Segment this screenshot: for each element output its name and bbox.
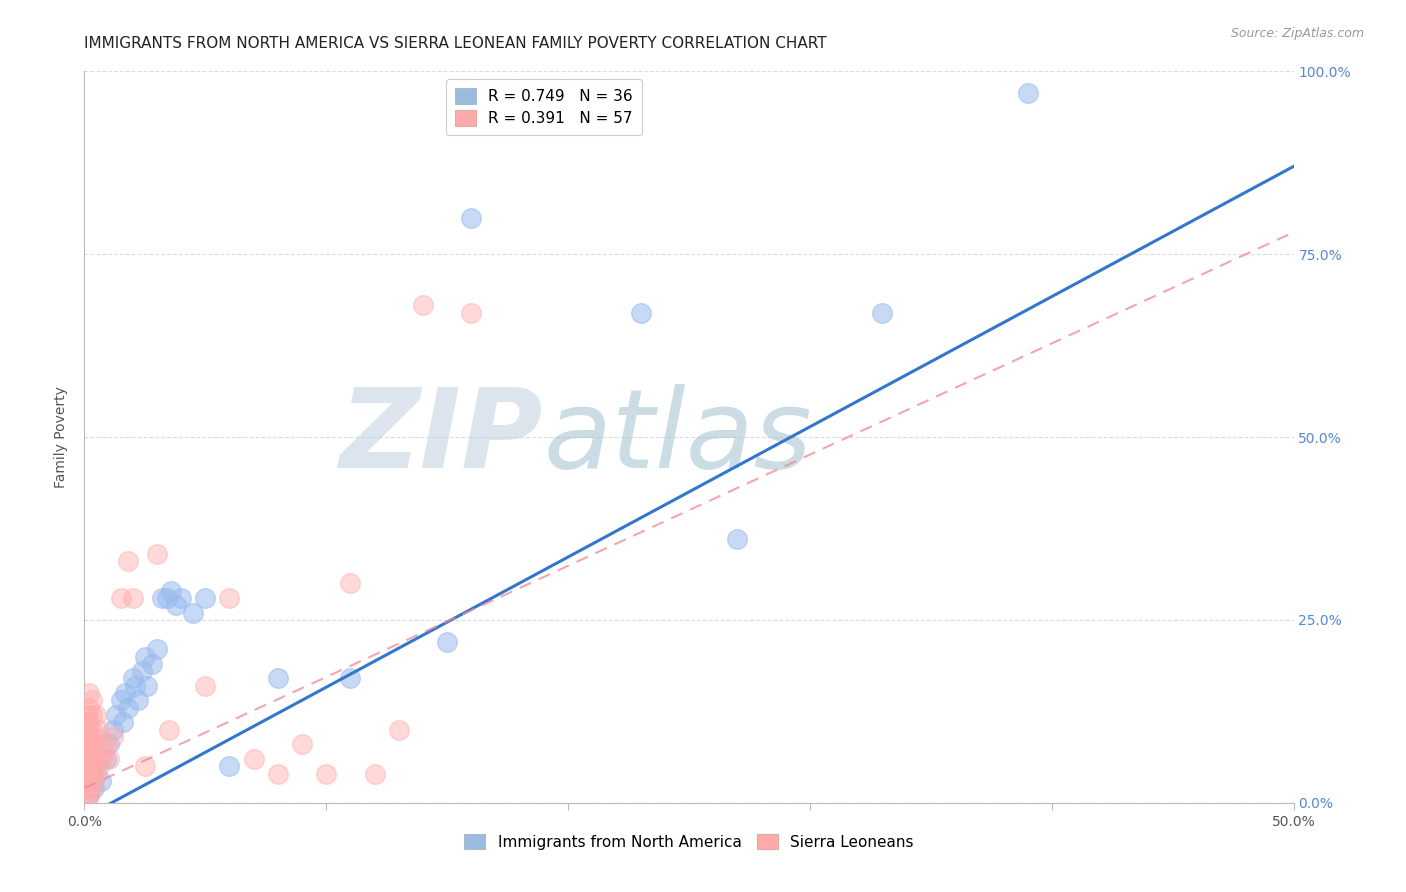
Point — [87, 759, 110, 773]
Point — [83, 781, 105, 796]
Point — [76, 737, 98, 751]
Point — [194, 679, 217, 693]
Point — [146, 642, 169, 657]
Point — [86, 759, 108, 773]
Point — [80, 708, 103, 723]
Point — [242, 752, 264, 766]
Point — [146, 547, 169, 561]
Point — [363, 766, 385, 780]
Point — [460, 211, 482, 225]
Point — [104, 708, 127, 723]
Text: Source: ZipAtlas.com: Source: ZipAtlas.com — [1230, 27, 1364, 40]
Point — [86, 766, 108, 780]
Point — [94, 737, 117, 751]
Legend: Immigrants from North America, Sierra Leoneans: Immigrants from North America, Sierra Le… — [457, 826, 921, 857]
Point — [127, 693, 149, 707]
Point — [77, 745, 100, 759]
Point — [339, 576, 361, 591]
Point — [170, 591, 193, 605]
Point — [134, 649, 156, 664]
Point — [80, 737, 103, 751]
Point — [114, 686, 136, 700]
Point — [86, 708, 108, 723]
Point — [194, 591, 217, 605]
Point — [725, 533, 748, 547]
Point — [110, 693, 132, 707]
Point — [80, 781, 103, 796]
Point — [150, 591, 173, 605]
Point — [77, 686, 100, 700]
Point — [136, 679, 159, 693]
Point — [77, 789, 100, 803]
Point — [77, 730, 100, 744]
Point — [76, 781, 98, 796]
Point — [110, 591, 132, 605]
Point — [90, 773, 112, 788]
Text: IMMIGRANTS FROM NORTH AMERICA VS SIERRA LEONEAN FAMILY POVERTY CORRELATION CHART: IMMIGRANTS FROM NORTH AMERICA VS SIERRA … — [84, 36, 827, 51]
Point — [76, 789, 98, 803]
Point — [80, 752, 103, 766]
Point — [121, 591, 143, 605]
Point — [86, 737, 108, 751]
Point — [77, 700, 100, 714]
Point — [160, 583, 183, 598]
Point — [165, 599, 187, 613]
Point — [460, 306, 482, 320]
Point — [76, 766, 98, 780]
Point — [315, 766, 337, 780]
Text: atlas: atlas — [544, 384, 813, 491]
Point — [80, 723, 103, 737]
Point — [131, 664, 153, 678]
Point — [117, 554, 139, 568]
Point — [1017, 87, 1039, 101]
Point — [77, 789, 100, 803]
Point — [93, 745, 115, 759]
Point — [97, 737, 120, 751]
Point — [181, 606, 204, 620]
Point — [80, 693, 103, 707]
Point — [103, 723, 125, 737]
Point — [97, 752, 120, 766]
Point — [630, 306, 652, 320]
Text: ZIP: ZIP — [340, 384, 544, 491]
Point — [76, 708, 98, 723]
Point — [267, 766, 290, 780]
Y-axis label: Family Poverty: Family Poverty — [55, 386, 69, 488]
Point — [388, 723, 411, 737]
Point — [872, 306, 894, 320]
Point — [412, 298, 434, 312]
Point — [83, 773, 105, 788]
Point — [87, 723, 110, 737]
Point — [103, 730, 125, 744]
Point — [83, 730, 105, 744]
Point — [76, 759, 98, 773]
Point — [124, 679, 146, 693]
Point — [76, 723, 98, 737]
Point — [76, 715, 98, 730]
Point — [83, 752, 105, 766]
Point — [77, 715, 100, 730]
Point — [94, 752, 117, 766]
Point — [339, 672, 361, 686]
Point — [291, 737, 314, 751]
Point — [134, 759, 156, 773]
Point — [218, 591, 240, 605]
Point — [436, 635, 458, 649]
Point — [76, 745, 98, 759]
Point — [117, 700, 139, 714]
Point — [80, 766, 103, 780]
Point — [121, 672, 143, 686]
Point — [76, 730, 98, 744]
Point — [77, 773, 100, 788]
Point — [77, 759, 100, 773]
Point — [218, 759, 240, 773]
Point — [90, 752, 112, 766]
Point — [76, 752, 98, 766]
Point — [76, 773, 98, 788]
Point — [112, 715, 135, 730]
Point — [267, 672, 290, 686]
Point — [157, 723, 180, 737]
Point — [141, 657, 163, 671]
Point — [155, 591, 177, 605]
